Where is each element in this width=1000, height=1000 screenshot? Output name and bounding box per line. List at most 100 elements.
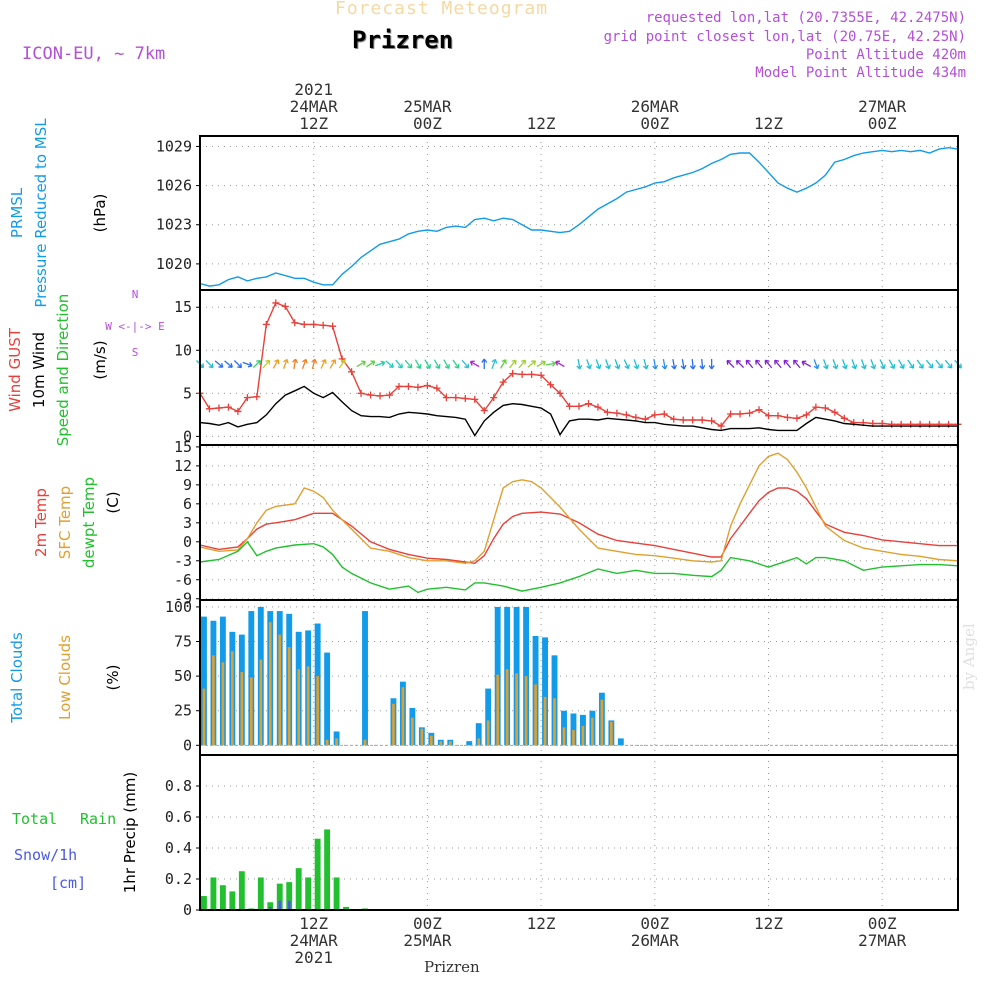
snow-1h-bar xyxy=(278,900,282,910)
gust-marker xyxy=(205,405,213,413)
y-tick-label: 1023 xyxy=(156,216,192,234)
y-tick-label: 50 xyxy=(174,667,192,685)
gust-marker xyxy=(556,389,564,397)
y-tick-label: 100 xyxy=(165,598,192,616)
wind-arrow xyxy=(783,359,792,369)
wind-arrow xyxy=(545,360,556,367)
snow-1h-bar xyxy=(287,900,291,910)
low-clouds-bar xyxy=(610,721,613,746)
gust-marker xyxy=(679,416,687,424)
wind-arrow xyxy=(652,359,659,370)
wind-arrow xyxy=(774,359,782,369)
wind-arrow xyxy=(404,359,413,369)
top-time-label: 2021 xyxy=(294,80,333,99)
gust-marker xyxy=(566,402,574,410)
wind-arrow xyxy=(764,359,773,369)
low-clouds-bar xyxy=(240,671,244,746)
wind-arrow xyxy=(832,359,839,370)
gust-marker xyxy=(840,414,848,422)
total-clouds-bar xyxy=(324,652,331,746)
gust-marker xyxy=(831,408,839,416)
gust-marker xyxy=(765,412,772,420)
low-clouds-bar xyxy=(553,698,556,746)
wind-arrow xyxy=(233,360,243,369)
wind-arrow xyxy=(823,359,829,370)
prmsl-label: PRMSL xyxy=(8,187,26,238)
unit-label: (C) xyxy=(104,491,122,513)
wind-arrow xyxy=(595,359,602,370)
gust-marker xyxy=(243,394,251,402)
wind-arrow xyxy=(292,358,299,370)
y-tick-label: 3 xyxy=(183,514,192,532)
low-clouds-bar xyxy=(278,634,282,746)
wind-arrow xyxy=(586,359,592,370)
wind-arrow xyxy=(481,358,488,370)
gust-marker xyxy=(433,384,441,392)
total-rain-bar xyxy=(343,906,349,910)
wind-arrow xyxy=(898,359,905,369)
low-clouds-bar xyxy=(212,655,215,746)
top-time-label: 25MAR xyxy=(403,97,452,116)
requested-coords: requested lon,lat (20.7355E, 42.2475N) xyxy=(645,10,966,26)
grid-point-coords: grid point closest lon,lat (20.75E, 42.2… xyxy=(603,29,966,45)
low-clouds-bar xyxy=(392,703,395,746)
bottom-time-label: 27MAR xyxy=(858,931,907,950)
gust-marker xyxy=(329,322,337,330)
total-rain-bar xyxy=(286,882,293,910)
wind-arrow xyxy=(623,359,630,370)
wind-arrow xyxy=(375,360,386,367)
bottom-time-label: 25MAR xyxy=(403,931,452,950)
gust-marker xyxy=(632,413,640,421)
y-tick-label: -9 xyxy=(174,590,192,608)
wind-arrow xyxy=(205,360,214,369)
temp-series-label: 2m Temp xyxy=(32,488,50,557)
snow-label: Snow/1h xyxy=(14,846,77,864)
wind-arrow xyxy=(576,359,583,370)
10m-wind-line xyxy=(199,385,958,437)
wind-arrow xyxy=(301,358,308,369)
low-clouds-bar xyxy=(268,622,272,746)
low-clouds-bar xyxy=(401,687,405,746)
low-clouds-label: Low Clouds xyxy=(56,635,74,720)
low-clouds-bar xyxy=(231,651,234,746)
low-clouds-bar xyxy=(486,720,490,746)
panel-frame xyxy=(199,754,959,911)
wind-arrow xyxy=(944,359,953,369)
low-clouds-bar xyxy=(430,735,433,746)
gust-marker xyxy=(755,406,763,414)
gust-marker xyxy=(603,408,611,416)
total-clouds-bar xyxy=(475,723,482,746)
wind-arrow xyxy=(214,360,224,368)
location-title: Prizren xyxy=(352,26,454,54)
wind-arrow xyxy=(242,361,253,368)
gust-marker xyxy=(471,395,479,403)
gust-marker xyxy=(537,371,545,379)
y-tick-label: 0 xyxy=(183,736,192,754)
bottom-time-label: 24MAR xyxy=(290,931,339,950)
low-clouds-bar xyxy=(524,676,528,746)
top-time-label: 26MAR xyxy=(631,97,680,116)
low-clouds-bar xyxy=(572,730,575,746)
temp-series-label: dewpt Temp xyxy=(80,477,98,568)
wind-arrow xyxy=(366,360,376,368)
top-time-label: 27MAR xyxy=(858,97,907,116)
low-clouds-bar xyxy=(562,727,566,746)
wind-arrow xyxy=(860,359,867,370)
snow-unit-label: [cm] xyxy=(50,874,86,892)
bottom-time-label: 00Z xyxy=(868,914,897,933)
low-clouds-bar xyxy=(316,676,319,746)
wind-arrow xyxy=(320,358,327,369)
panel-frame xyxy=(199,599,959,756)
bottom-time-label: 12Z xyxy=(527,914,556,933)
bottom-time-label: 2021 xyxy=(294,948,333,967)
y-tick-label: 75 xyxy=(174,633,192,651)
point-altitude: Point Altitude 420m xyxy=(805,47,966,63)
temp-series-label: SFC Temp xyxy=(56,486,74,559)
gust-marker xyxy=(717,422,725,430)
low-clouds-bar xyxy=(249,677,253,746)
gust-marker xyxy=(281,302,289,310)
total-clouds-bar xyxy=(201,616,207,746)
gust-marker xyxy=(461,395,469,402)
wind-arrow xyxy=(879,359,886,370)
